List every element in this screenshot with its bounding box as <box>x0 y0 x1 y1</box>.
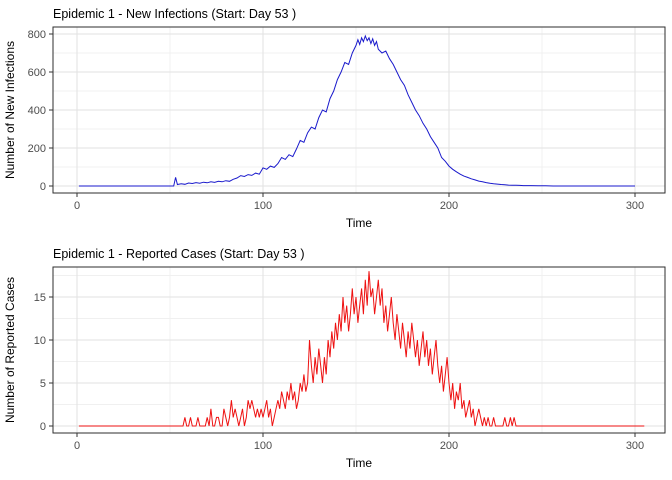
panel-background <box>53 267 665 433</box>
chart-new-infections: 0 100 200 300 0 200 400 600 800 Epidemic 1 - New… <box>3 7 666 230</box>
x-tick-label: 200 <box>440 200 458 212</box>
plot-area-new-infections: 0 100 200 300 0 200 400 600 800 <box>28 26 666 212</box>
y-tick-label: 600 <box>28 67 46 79</box>
panel-border <box>52 266 666 434</box>
y-tick-label: 0 <box>40 421 46 433</box>
x-tick-label: 200 <box>440 440 458 452</box>
y-axis-label: Number of Reported Cases <box>3 277 17 423</box>
x-tick-label: 0 <box>74 200 80 212</box>
y-tick-label: 200 <box>28 143 46 155</box>
chart-title: Epidemic 1 - Reported Cases (Start: Day … <box>53 247 305 261</box>
chart-reported-cases: 0 100 200 300 0 5 10 15 Epidemic 1 - Reported C… <box>3 247 666 470</box>
x-tick-label: 0 <box>74 440 80 452</box>
y-tick-label: 5 <box>40 378 46 390</box>
series-line <box>78 34 635 187</box>
y-tick-label: 15 <box>34 292 46 304</box>
x-tick-label: 300 <box>626 200 644 212</box>
series-line <box>78 271 645 427</box>
y-tick-label: 0 <box>40 181 46 193</box>
y-tick-label: 800 <box>28 29 46 41</box>
y-axis-label: Number of New Infections <box>3 41 17 179</box>
plot-area-reported-cases: 0 100 200 300 0 5 10 15 <box>34 266 666 452</box>
x-tick-label: 300 <box>626 440 644 452</box>
x-tick-label: 100 <box>254 200 272 212</box>
y-tick-label: 10 <box>34 335 46 347</box>
x-axis-label: Time <box>346 216 373 230</box>
chart-title: Epidemic 1 - New Infections (Start: Day … <box>53 7 296 21</box>
x-axis-label: Time <box>346 456 373 470</box>
y-tick-label: 400 <box>28 105 46 117</box>
x-tick-label: 100 <box>254 440 272 452</box>
